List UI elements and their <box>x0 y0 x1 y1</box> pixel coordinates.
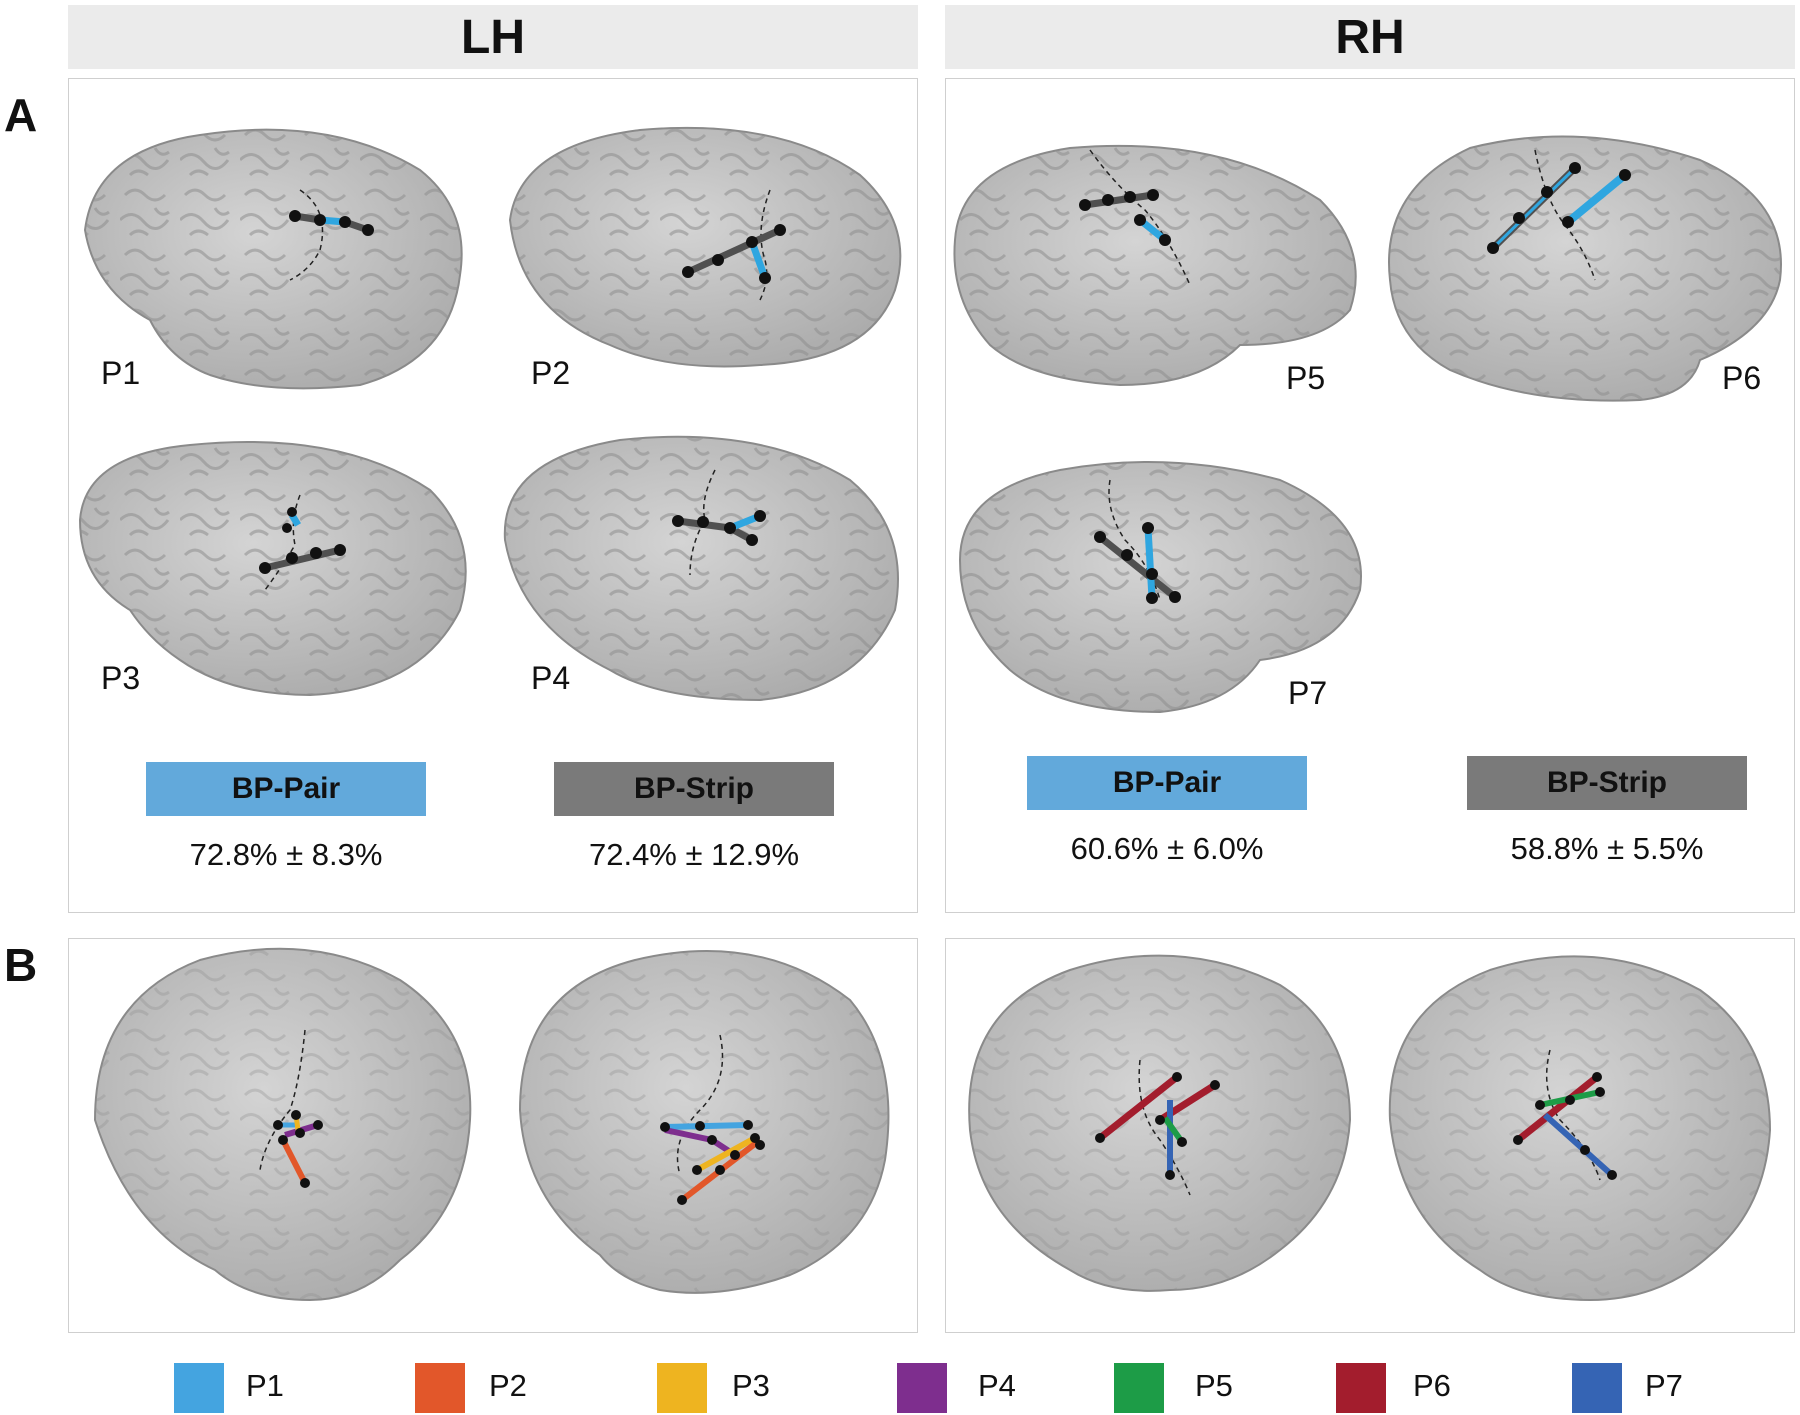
lh-bp-strip-label: BP-Strip <box>634 772 754 805</box>
rh-bp-pair-label: BP-Pair <box>1112 766 1222 799</box>
electrodes-p3 <box>259 494 346 591</box>
avg-electrodes-lh-1 <box>259 1029 323 1188</box>
rh-bp-pair-legend: BP-Pair <box>1027 756 1307 810</box>
electrodes-p1 <box>289 189 374 281</box>
lh-header: LH <box>68 5 918 69</box>
brain-p4 <box>503 435 899 702</box>
patient-label-p2: P2 <box>531 355 571 391</box>
brain-p5 <box>953 144 1357 387</box>
lh-bp-strip-legend: BP-Strip <box>554 762 834 816</box>
avg-brain-lh-1 <box>93 947 472 1302</box>
patient-label-p5: P5 <box>1286 360 1326 396</box>
legend-text-p5: P5 <box>1195 1368 1233 1403</box>
avg-brain-lh-2 <box>518 950 890 1294</box>
brain-p6 <box>1388 135 1782 402</box>
lh-bp-pair-legend: BP-Pair <box>146 762 426 816</box>
electrodes-p7 <box>1094 479 1181 604</box>
avg-electrodes-lh-2 <box>660 1034 765 1205</box>
panel-letter-b: B <box>4 939 38 991</box>
avg-electrodes-rh-1 <box>1095 1059 1220 1196</box>
electrodes-p6 <box>1487 149 1631 281</box>
brain-p1 <box>83 128 463 390</box>
rh-bp-pair-stat: 60.6% ± 6.0% <box>1070 831 1264 866</box>
lh-bp-pair-stat: 72.8% ± 8.3% <box>189 837 383 872</box>
legend-swatch-p1 <box>174 1363 224 1413</box>
lh-bp-pair-label: BP-Pair <box>231 772 341 805</box>
patient-label-p4: P4 <box>531 660 571 696</box>
rh-header: RH <box>945 5 1795 69</box>
legend-swatch-p6 <box>1336 1363 1386 1413</box>
legend-text-p2: P2 <box>489 1368 527 1403</box>
lh-header-label: LH <box>461 10 525 64</box>
legend-text-p7: P7 <box>1645 1368 1683 1403</box>
electrodes-p5 <box>1079 149 1191 286</box>
electrodes-p4 <box>672 469 766 576</box>
rh-bp-strip-legend: BP-Strip <box>1467 756 1747 810</box>
legend-swatch-p2 <box>415 1363 465 1413</box>
rh-header-label: RH <box>1335 10 1405 64</box>
legend-text-p4: P4 <box>978 1368 1016 1403</box>
legend-text-p6: P6 <box>1413 1368 1451 1403</box>
legend-text-p1: P1 <box>246 1368 284 1403</box>
legend-swatch-p5 <box>1114 1363 1164 1413</box>
patient-label-p7: P7 <box>1288 675 1328 711</box>
legend-swatch-p7 <box>1572 1363 1622 1413</box>
legend-swatch-p3 <box>657 1363 707 1413</box>
patient-label-p3: P3 <box>101 660 141 696</box>
brain-p2 <box>508 126 902 368</box>
panel-letter-a: A <box>4 89 38 141</box>
avg-electrodes-rh-2 <box>1513 1049 1617 1181</box>
legend-text-p3: P3 <box>732 1368 770 1403</box>
legend-swatch-p4 <box>897 1363 947 1413</box>
electrodes-p2 <box>682 189 786 301</box>
patient-label-p6: P6 <box>1722 360 1762 396</box>
rh-bp-strip-label: BP-Strip <box>1547 766 1667 799</box>
patient-label-p1: P1 <box>101 355 141 391</box>
lh-bp-strip-stat: 72.4% ± 12.9% <box>588 837 800 872</box>
rh-bp-strip-stat: 58.8% ± 5.5% <box>1510 831 1704 866</box>
avg-brain-rh-2 <box>1388 955 1772 1302</box>
